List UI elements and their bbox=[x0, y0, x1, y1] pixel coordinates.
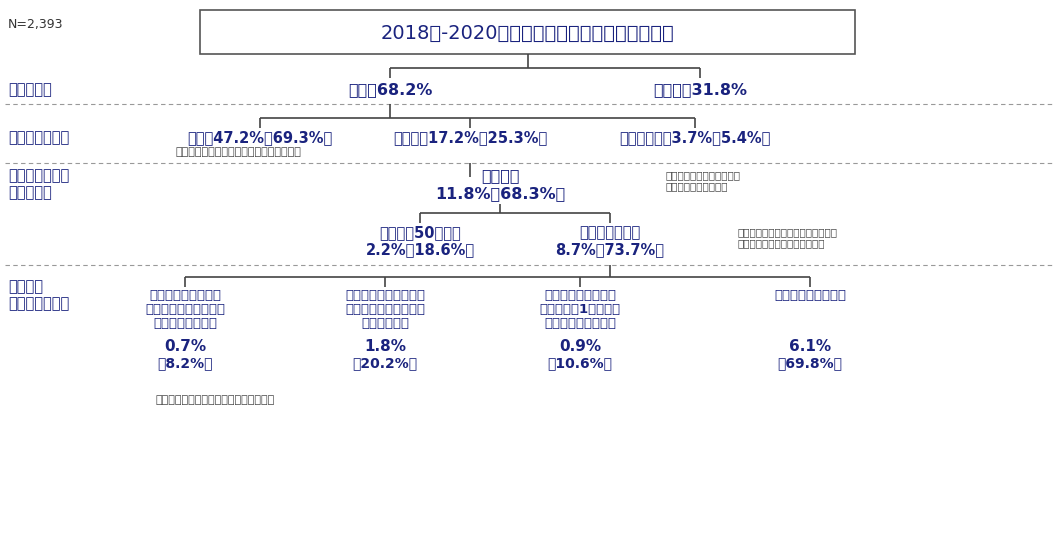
Text: 11.8%（68.3%）: 11.8%（68.3%） bbox=[435, 186, 565, 201]
Text: 耐震基準適合証明書を: 耐震基準適合証明書を bbox=[344, 289, 425, 302]
Text: 非利用者に占める割合: 非利用者に占める割合 bbox=[665, 181, 727, 191]
Text: （　）内は住宅ローン控除非利用理: （ ）内は住宅ローン控除非利用理 bbox=[738, 227, 838, 237]
Text: 住宅ローン控除: 住宅ローン控除 bbox=[8, 168, 69, 183]
Text: 8.7%（73.7%）: 8.7%（73.7%） bbox=[555, 242, 665, 257]
Text: （　）内は築年数が要件外に占める割合: （ ）内は築年数が要件外に占める割合 bbox=[155, 395, 275, 405]
Text: 非利用理由: 非利用理由 bbox=[8, 185, 52, 200]
Text: 利用：47.2%（69.3%）: 利用：47.2%（69.3%） bbox=[188, 130, 333, 145]
FancyBboxPatch shape bbox=[200, 10, 855, 54]
Text: 築年数に: 築年数に bbox=[8, 279, 43, 294]
Text: 利用：68.2%: 利用：68.2% bbox=[348, 82, 432, 97]
Text: 住宅ローン控除: 住宅ローン控除 bbox=[8, 130, 69, 145]
Text: N=2,393: N=2,393 bbox=[8, 18, 64, 31]
Text: （　）内は住宅ローン控除: （ ）内は住宅ローン控除 bbox=[665, 170, 740, 180]
Text: 既存住宅売買瑕疵保: 既存住宅売買瑕疵保 bbox=[149, 289, 220, 302]
Text: 取得ができなかった: 取得ができなかった bbox=[544, 317, 616, 330]
Text: （耐震等級1級以上）: （耐震等級1級以上） bbox=[540, 303, 620, 316]
Text: 由が物件理由の人に占める割合: 由が物件理由の人に占める割合 bbox=[738, 238, 826, 248]
Text: わからない：3.7%（5.4%）: わからない：3.7%（5.4%） bbox=[619, 130, 771, 145]
Text: が、できなかった: が、できなかった bbox=[153, 317, 217, 330]
Text: （　）内は住宅ローン利用者に占める割合: （ ）内は住宅ローン利用者に占める割合 bbox=[175, 147, 301, 157]
Text: 取得しようとしたが、: 取得しようとしたが、 bbox=[344, 303, 425, 316]
Text: 2.2%（18.6%）: 2.2%（18.6%） bbox=[366, 242, 475, 257]
Text: 特に何もしていない: 特に何もしていない bbox=[774, 289, 846, 302]
Text: （20.2%）: （20.2%） bbox=[352, 356, 418, 370]
Text: 物件理由: 物件理由 bbox=[481, 168, 519, 183]
Text: 2018年-2020年の間に、中古物件を購入した人: 2018年-2020年の間に、中古物件を購入した人 bbox=[381, 23, 674, 43]
Text: 非利用：31.8%: 非利用：31.8% bbox=[653, 82, 747, 97]
Text: 築年数が要件外: 築年数が要件外 bbox=[580, 225, 640, 240]
Text: 住宅ローン: 住宅ローン bbox=[8, 82, 52, 97]
Text: 非利用：17.2%（25.3%）: 非利用：17.2%（25.3%） bbox=[393, 130, 547, 145]
Text: （8.2%）: （8.2%） bbox=[157, 356, 213, 370]
Text: 6.1%: 6.1% bbox=[789, 339, 831, 354]
Text: 険に加入しようとした: 険に加入しようとした bbox=[145, 303, 225, 316]
Text: （10.6%）: （10.6%） bbox=[548, 356, 613, 370]
Text: 代わる要件適用: 代わる要件適用 bbox=[8, 296, 69, 311]
Text: 0.7%: 0.7% bbox=[164, 339, 206, 354]
Text: できなかった: できなかった bbox=[361, 317, 409, 330]
Text: 0.9%: 0.9% bbox=[559, 339, 601, 354]
Text: 既存住宅性能評価書: 既存住宅性能評価書 bbox=[544, 289, 616, 302]
Text: （69.8%）: （69.8%） bbox=[777, 356, 843, 370]
Text: 1.8%: 1.8% bbox=[364, 339, 406, 354]
Text: 床面積が50㎡未満: 床面積が50㎡未満 bbox=[379, 225, 461, 240]
